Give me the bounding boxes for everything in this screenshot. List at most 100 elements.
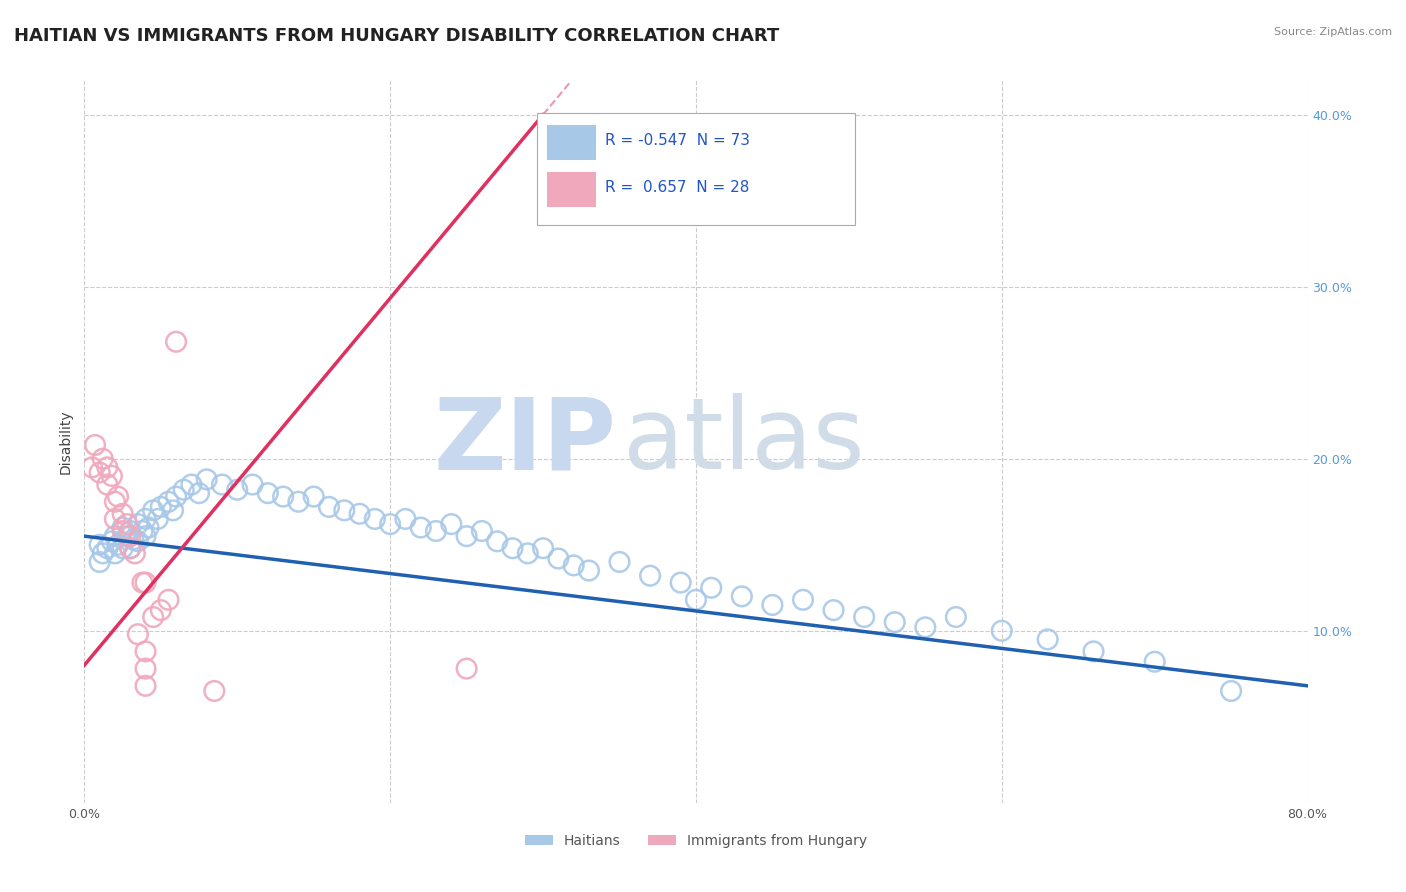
Point [127, 534, 149, 549]
Point [1220, 684, 1243, 698]
Point [135, 662, 157, 676]
Point [80, 460, 103, 475]
Text: ZIP: ZIP [433, 393, 616, 490]
Text: atlas: atlas [623, 393, 865, 490]
Point [578, 564, 600, 578]
Point [107, 538, 129, 552]
Point [271, 490, 294, 504]
Point [1083, 644, 1105, 658]
Point [104, 512, 127, 526]
Point [349, 507, 371, 521]
Point [914, 620, 936, 634]
Point [471, 524, 494, 538]
Point [135, 679, 157, 693]
Point [516, 546, 538, 560]
Point [202, 684, 225, 698]
Point [945, 610, 967, 624]
Point [195, 472, 218, 486]
Point [104, 494, 127, 508]
Point [180, 477, 202, 491]
Point [104, 529, 127, 543]
Point [149, 603, 172, 617]
Point [165, 334, 187, 349]
Point [731, 590, 754, 604]
Point [142, 503, 165, 517]
Point [115, 529, 138, 543]
Point [138, 520, 160, 534]
Point [135, 575, 157, 590]
Point [302, 490, 325, 504]
Point [761, 598, 783, 612]
Point [364, 512, 387, 526]
Point [792, 592, 814, 607]
Point [333, 503, 356, 517]
Point [165, 490, 187, 504]
Point [409, 520, 432, 534]
Point [991, 624, 1014, 638]
Text: R = -0.547  N = 73: R = -0.547 N = 73 [606, 133, 751, 148]
Point [120, 524, 142, 538]
Point [380, 517, 402, 532]
Text: Source: ZipAtlas.com: Source: ZipAtlas.com [1274, 27, 1392, 37]
Point [456, 662, 478, 676]
Point [162, 503, 184, 517]
Point [131, 524, 153, 538]
Point [96, 477, 118, 491]
Point [1143, 655, 1166, 669]
Point [638, 568, 661, 582]
Point [111, 524, 134, 538]
Point [823, 603, 845, 617]
Point [104, 546, 127, 560]
Point [456, 529, 478, 543]
Point [149, 500, 172, 514]
Point [188, 486, 211, 500]
Y-axis label: Disability: Disability [59, 409, 73, 474]
Point [127, 517, 149, 532]
Point [135, 644, 157, 658]
Point [131, 575, 153, 590]
Point [669, 575, 692, 590]
Point [440, 517, 463, 532]
FancyBboxPatch shape [547, 125, 596, 160]
Point [609, 555, 631, 569]
Point [486, 534, 509, 549]
Point [111, 541, 134, 556]
Point [124, 546, 146, 560]
Point [425, 524, 447, 538]
Point [146, 512, 169, 526]
Point [883, 615, 905, 630]
Point [394, 512, 416, 526]
Point [157, 494, 180, 508]
Point [120, 541, 142, 556]
Point [173, 483, 195, 497]
Point [111, 507, 134, 521]
Point [101, 534, 124, 549]
Point [91, 546, 114, 560]
Point [115, 517, 138, 532]
Point [318, 500, 340, 514]
Point [89, 466, 111, 480]
Legend: Haitians, Immigrants from Hungary: Haitians, Immigrants from Hungary [519, 829, 873, 854]
Point [120, 541, 142, 556]
Point [91, 451, 114, 466]
Point [84, 438, 107, 452]
Point [287, 494, 309, 508]
Point [101, 469, 124, 483]
Point [120, 529, 142, 543]
Point [135, 529, 157, 543]
Point [96, 460, 118, 475]
Point [562, 558, 585, 573]
Point [122, 533, 145, 547]
Point [257, 486, 280, 500]
Point [1036, 632, 1059, 647]
Point [89, 555, 111, 569]
Point [135, 512, 157, 526]
Point [142, 610, 165, 624]
Point [96, 541, 118, 556]
Point [700, 581, 723, 595]
Point [226, 483, 249, 497]
Point [547, 551, 569, 566]
Point [685, 592, 707, 607]
FancyBboxPatch shape [537, 112, 855, 225]
Point [502, 541, 524, 556]
